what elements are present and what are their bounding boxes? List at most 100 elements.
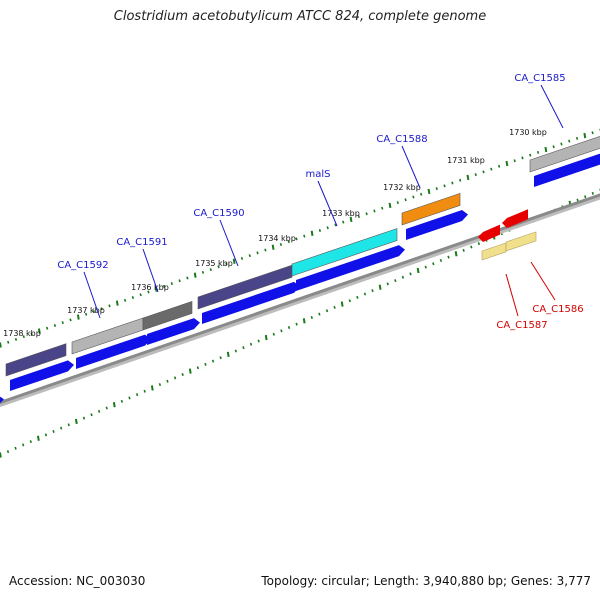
reverse-tick-mark xyxy=(112,402,116,408)
forward-tick-mark xyxy=(536,150,540,154)
kbp-label: 1731 kbp xyxy=(447,156,485,165)
reverse-tick-mark xyxy=(333,305,336,309)
reverse-tick-mark xyxy=(6,450,10,454)
forward-tick-mark xyxy=(0,342,2,348)
reverse-cds-arrow xyxy=(502,209,528,228)
reverse-tick-mark xyxy=(477,242,481,246)
forward-tick-mark xyxy=(357,215,361,219)
kbp-label: 1736 kbp xyxy=(131,283,169,292)
forward-tick-mark xyxy=(69,318,72,322)
kbp-label: 1737 kbp xyxy=(67,306,105,315)
reverse-tick-mark xyxy=(249,342,253,346)
forward-tick-mark xyxy=(490,167,493,171)
callout-line xyxy=(530,261,556,301)
reverse-gene-label: CA_C1586 xyxy=(532,304,583,315)
reverse-tick-mark xyxy=(264,334,268,341)
forward-tick-mark xyxy=(458,178,462,182)
forward-gene-block xyxy=(197,264,293,310)
forward-cds-arrow xyxy=(296,245,405,291)
gene-label-2: CA_C1591 xyxy=(116,237,167,248)
forward-tick-mark xyxy=(115,300,119,306)
forward-tick-mark xyxy=(279,242,283,246)
gene-label-3: CA_C1590 xyxy=(193,208,244,219)
gene-label-1: CA_C1592 xyxy=(57,260,108,271)
reverse-tick-mark xyxy=(173,376,177,380)
kbp-labels: 1738 kbp 1737 kbp 1736 kbp 1735 kbp 1734 kbp… xyxy=(3,128,547,338)
forward-tick-mark xyxy=(14,337,18,341)
forward-cds-arrow xyxy=(147,318,200,345)
forward-cds-arrow xyxy=(10,360,74,391)
reverse-tick-mark xyxy=(280,329,283,333)
forward-tick-mark xyxy=(271,244,275,250)
forward-tick-mark xyxy=(427,188,431,195)
forward-tick-mark xyxy=(404,198,407,202)
forward-tick-mark xyxy=(232,258,236,264)
forward-tick-mark xyxy=(7,340,10,344)
forward-tick-mark xyxy=(108,304,111,308)
forward-tick-mark xyxy=(349,216,353,223)
forward-tick-mark xyxy=(100,307,103,311)
reverse-tick-mark xyxy=(29,440,32,444)
forward-tick-mark xyxy=(256,251,259,255)
forward-tick-mark xyxy=(552,145,555,149)
forward-tick-mark xyxy=(591,131,594,135)
forward-tick-mark xyxy=(521,156,524,160)
reverse-tick-mark xyxy=(302,318,306,324)
forward-tick-mark xyxy=(30,332,33,336)
reverse-tick-mark xyxy=(462,248,465,252)
gene-callouts: CA_C1592 CA_C1591 CA_C1590 malS CA_C1588 CA_C… xyxy=(57,73,583,331)
forward-tick-mark xyxy=(560,142,563,146)
forward-tick-mark xyxy=(373,209,376,213)
reverse-tick-mark xyxy=(432,262,435,266)
callout-line xyxy=(540,84,564,129)
kbp-label: 1738 kbp xyxy=(3,329,41,338)
map-title: Clostridium acetobutylicum ATCC 824, com… xyxy=(113,9,487,24)
reverse-tick-mark xyxy=(356,295,359,299)
reverse-tick-mark xyxy=(143,389,146,393)
forward-tick-mark xyxy=(240,256,244,260)
forward-tick-mark xyxy=(482,170,485,174)
forward-tick-mark xyxy=(84,312,88,316)
callout-line xyxy=(83,271,101,319)
reverse-tick-mark xyxy=(219,356,222,360)
reverse-tick-mark xyxy=(82,416,86,420)
forward-cds-arrow xyxy=(202,281,300,324)
forward-tick-mark xyxy=(193,272,197,278)
forward-gene-block xyxy=(529,136,600,173)
forward-tick-mark xyxy=(583,132,587,139)
reverse-tick-mark xyxy=(242,346,245,350)
forward-tick-mark xyxy=(544,146,548,153)
forward-tick-mark xyxy=(123,298,127,302)
reverse-tick-mark xyxy=(287,326,291,330)
forward-tick-mark xyxy=(388,202,392,209)
genome-summary-text: Topology: circular; Length: 3,940,880 bp… xyxy=(261,574,591,588)
reverse-tick-mark xyxy=(378,284,382,290)
forward-cds-arrow xyxy=(534,153,600,187)
reverse-tick-mark xyxy=(135,393,139,397)
gene-label-6: CA_C1585 xyxy=(514,73,565,84)
forward-gene-block xyxy=(401,192,461,226)
forward-tick-mark xyxy=(497,164,501,168)
reverse-tick-mark xyxy=(257,339,260,343)
forward-tick-mark xyxy=(22,335,25,339)
forward-tick-mark xyxy=(529,153,532,157)
forward-tick-mark xyxy=(201,270,205,274)
forward-tick-mark xyxy=(474,173,477,177)
forward-cds-arrow xyxy=(0,396,4,404)
reverse-tick-mark xyxy=(128,396,131,400)
reverse-tick-mark xyxy=(188,368,192,374)
forward-tick-mark xyxy=(186,276,189,280)
forward-tick-mark xyxy=(334,223,337,227)
forward-tick-mark xyxy=(209,268,212,272)
forward-tick-mark xyxy=(443,184,446,188)
forward-tick-mark xyxy=(217,265,220,269)
reverse-tick-mark xyxy=(166,379,169,383)
reverse-tick-mark xyxy=(310,315,313,319)
reverse-tick-mark xyxy=(22,443,25,447)
reverse-tick-mark xyxy=(74,418,78,425)
forward-tick-mark xyxy=(139,293,142,297)
gene-features xyxy=(0,136,600,404)
forward-tick-mark xyxy=(147,290,150,294)
